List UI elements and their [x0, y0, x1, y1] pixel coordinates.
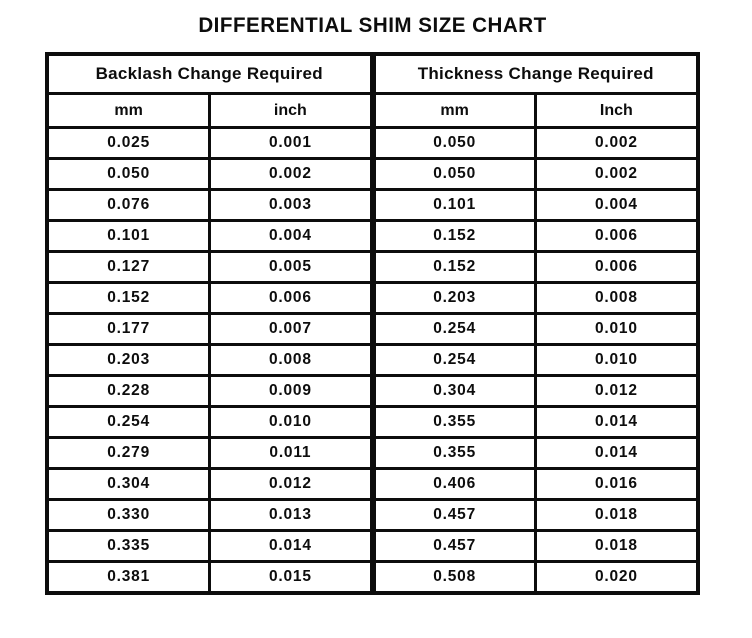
table-row: 0.330 0.013 0.457 0.018	[45, 498, 700, 532]
table-cell: 0.177	[45, 312, 212, 346]
table-cell: 0.010	[533, 343, 700, 377]
table-cell: 0.152	[45, 281, 212, 315]
table-cell: 0.457	[369, 529, 537, 563]
table-cell: 0.002	[208, 157, 374, 191]
table-cell: 0.050	[45, 157, 212, 191]
table-cell: 0.050	[369, 126, 537, 160]
table-cell: 0.101	[369, 188, 537, 222]
table-cell: 0.006	[533, 250, 700, 284]
table-cell: 0.304	[45, 467, 212, 501]
table-cell: 0.013	[208, 498, 374, 532]
table-cell: 0.101	[45, 219, 212, 253]
table-cell: 0.127	[45, 250, 212, 284]
table-cell: 0.011	[208, 436, 374, 470]
table-row: 0.203 0.008 0.254 0.010	[45, 343, 700, 377]
table-row: 0.152 0.006 0.203 0.008	[45, 281, 700, 315]
table-cell: 0.152	[369, 219, 537, 253]
table-cell: 0.005	[208, 250, 374, 284]
table-cell: 0.457	[369, 498, 537, 532]
table-cell: 0.002	[533, 126, 700, 160]
table-row: 0.050 0.002 0.050 0.002	[45, 157, 700, 191]
column-header-backlash-mm: mm	[45, 92, 212, 129]
table-row: 0.304 0.012 0.406 0.016	[45, 467, 700, 501]
table-cell: 0.330	[45, 498, 212, 532]
table-cell: 0.152	[369, 250, 537, 284]
table-cell: 0.279	[45, 436, 212, 470]
table-header: Backlash Change Required Thickness Chang…	[45, 52, 700, 129]
table-cell: 0.015	[208, 560, 374, 595]
table-cell: 0.020	[533, 560, 700, 595]
table-cell: 0.012	[533, 374, 700, 408]
table-cell: 0.355	[369, 436, 537, 470]
shim-size-table: Backlash Change Required Thickness Chang…	[45, 52, 700, 595]
table-row: 0.101 0.004 0.152 0.006	[45, 219, 700, 253]
table-body: 0.025 0.001 0.050 0.002 0.050 0.002 0.050 0.002…	[45, 126, 700, 595]
table-cell: 0.014	[533, 405, 700, 439]
table-row: 0.228 0.009 0.304 0.012	[45, 374, 700, 408]
table-cell: 0.006	[208, 281, 374, 315]
group-header-row: Backlash Change Required Thickness Chang…	[45, 52, 700, 95]
table-row: 0.076 0.003 0.101 0.004	[45, 188, 700, 222]
column-header-row: mm inch mm Inch	[45, 92, 700, 129]
table-row: 0.279 0.011 0.355 0.014	[45, 436, 700, 470]
group-header-backlash: Backlash Change Required	[45, 52, 374, 95]
table-cell: 0.050	[369, 157, 537, 191]
table-cell: 0.203	[369, 281, 537, 315]
table-cell: 0.406	[369, 467, 537, 501]
table-row: 0.381 0.015 0.508 0.020	[45, 560, 700, 595]
table-row: 0.127 0.005 0.152 0.006	[45, 250, 700, 284]
table-cell: 0.010	[208, 405, 374, 439]
table-cell: 0.001	[208, 126, 374, 160]
table-cell: 0.003	[208, 188, 374, 222]
table-cell: 0.025	[45, 126, 212, 160]
table-cell: 0.254	[369, 312, 537, 346]
column-header-thickness-mm: mm	[369, 92, 537, 129]
page-title: DIFFERENTIAL SHIM SIZE CHART	[198, 14, 547, 37]
table-cell: 0.008	[533, 281, 700, 315]
table-cell: 0.004	[533, 188, 700, 222]
table-cell: 0.010	[533, 312, 700, 346]
table-cell: 0.203	[45, 343, 212, 377]
table-cell: 0.014	[533, 436, 700, 470]
column-header-thickness-inch: Inch	[533, 92, 700, 129]
table-cell: 0.508	[369, 560, 537, 595]
table-cell: 0.006	[533, 219, 700, 253]
table-cell: 0.076	[45, 188, 212, 222]
table-cell: 0.012	[208, 467, 374, 501]
table-cell: 0.254	[45, 405, 212, 439]
table-row: 0.254 0.010 0.355 0.014	[45, 405, 700, 439]
table-cell: 0.254	[369, 343, 537, 377]
table-cell: 0.335	[45, 529, 212, 563]
table-cell: 0.381	[45, 560, 212, 595]
table-cell: 0.228	[45, 374, 212, 408]
group-header-thickness: Thickness Change Required	[369, 52, 700, 95]
table-cell: 0.355	[369, 405, 537, 439]
table-cell: 0.008	[208, 343, 374, 377]
column-header-backlash-inch: inch	[208, 92, 374, 129]
table-cell: 0.016	[533, 467, 700, 501]
table-row: 0.335 0.014 0.457 0.018	[45, 529, 700, 563]
table-cell: 0.018	[533, 529, 700, 563]
table-cell: 0.009	[208, 374, 374, 408]
table-row: 0.025 0.001 0.050 0.002	[45, 126, 700, 160]
table-cell: 0.004	[208, 219, 374, 253]
document-page: DIFFERENTIAL SHIM SIZE CHART Backlash Ch…	[45, 0, 700, 595]
table-cell: 0.304	[369, 374, 537, 408]
table-cell: 0.002	[533, 157, 700, 191]
table-row: 0.177 0.007 0.254 0.010	[45, 312, 700, 346]
table-cell: 0.007	[208, 312, 374, 346]
table-cell: 0.018	[533, 498, 700, 532]
table-cell: 0.014	[208, 529, 374, 563]
